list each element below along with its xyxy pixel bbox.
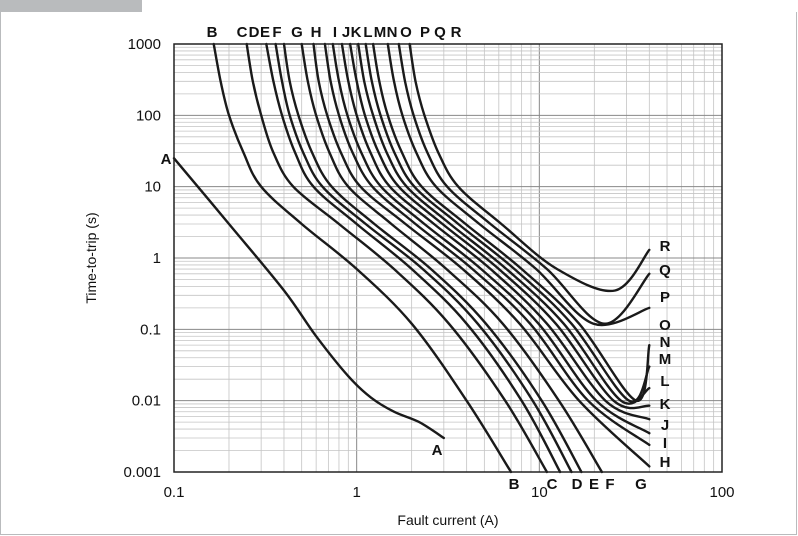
curve-m — [357, 42, 651, 405]
curve-label-top: Q — [434, 24, 446, 41]
curve-label-top: F — [272, 24, 281, 41]
curve-g — [300, 42, 604, 474]
curve-j — [331, 42, 651, 435]
curve-label-bottom: G — [635, 476, 647, 493]
x-axis-label: Fault current (A) — [397, 512, 498, 528]
y-tick-label: 0.1 — [140, 321, 161, 338]
curve-e — [274, 42, 573, 474]
curve-label-bottom: D — [572, 476, 583, 493]
x-tick-label: 0.1 — [164, 484, 185, 501]
curve-label-top: P — [420, 24, 430, 41]
x-tick-label: 10 — [531, 484, 548, 501]
curve-label-right: K — [660, 396, 671, 413]
curve-label-right: O — [659, 317, 671, 334]
curve-label-bottom: A — [432, 442, 443, 459]
curve-i — [323, 42, 651, 447]
curve-label-right: N — [660, 334, 671, 351]
curve-h — [312, 42, 651, 468]
curve-label-bottom: E — [589, 476, 599, 493]
curve-o — [371, 42, 651, 402]
y-tick-label: 10 — [144, 179, 161, 196]
curve-label-top: N — [387, 24, 398, 41]
curve-label-right: L — [660, 373, 669, 390]
grid — [174, 44, 722, 472]
curve-label-right: P — [660, 289, 670, 306]
curve-label-bottom: B — [509, 476, 520, 493]
curve-label-bottom: C — [547, 476, 558, 493]
curve-label-right: H — [660, 454, 671, 471]
curve-label-top: J — [342, 24, 350, 41]
curve-d — [265, 42, 562, 474]
y-tick-label: 100 — [136, 107, 161, 124]
y-tick-label: 1 — [153, 250, 161, 267]
curve-label-top: H — [311, 24, 322, 41]
curve-label-top: D — [249, 24, 260, 41]
curve-label-top: G — [291, 24, 303, 41]
curve-a — [172, 157, 445, 440]
curve-k — [340, 42, 651, 421]
curve-label-top: C — [237, 24, 248, 41]
tick-labels: 0.1 1 10 100 1000 100 10 1 0.1 0.01 0.001 — [123, 36, 734, 501]
curve-b — [212, 42, 513, 474]
curve-r — [408, 42, 651, 293]
curve-l — [348, 42, 651, 410]
figure-header-tab — [0, 0, 142, 12]
y-tick-label: 1000 — [128, 36, 161, 53]
curve-label-top: E — [260, 24, 270, 41]
curve-label-bottom: F — [605, 476, 614, 493]
curve-label-right: Q — [659, 262, 671, 279]
curve-label-top: M — [374, 24, 387, 41]
curves — [172, 42, 651, 474]
curve-n — [364, 42, 651, 403]
y-axis-label: Time-to-trip (s) — [83, 212, 99, 303]
curve-c — [245, 42, 549, 474]
curve-label-top: I — [333, 24, 337, 41]
y-tick-label: 0.001 — [123, 464, 161, 481]
curve-p — [386, 42, 651, 327]
curve-label-top: L — [363, 24, 372, 41]
curve-label-right: M — [659, 351, 672, 368]
curve-q — [397, 42, 651, 325]
curve-label-right: R — [660, 238, 671, 255]
curve-label-top: K — [351, 24, 362, 41]
curve-label-top: O — [400, 24, 412, 41]
x-tick-label: 100 — [709, 484, 734, 501]
curve-label-top: R — [451, 24, 462, 41]
figure-frame — [0, 12, 797, 535]
curve-label-right: I — [663, 435, 667, 452]
x-tick-label: 1 — [352, 484, 360, 501]
curve-f — [282, 42, 583, 474]
curve-label-top: B — [207, 24, 218, 41]
y-tick-label: 0.01 — [132, 393, 161, 410]
curve-label-right: J — [661, 417, 669, 434]
plot-border — [173, 43, 723, 473]
curve-label-left: A — [161, 151, 172, 168]
